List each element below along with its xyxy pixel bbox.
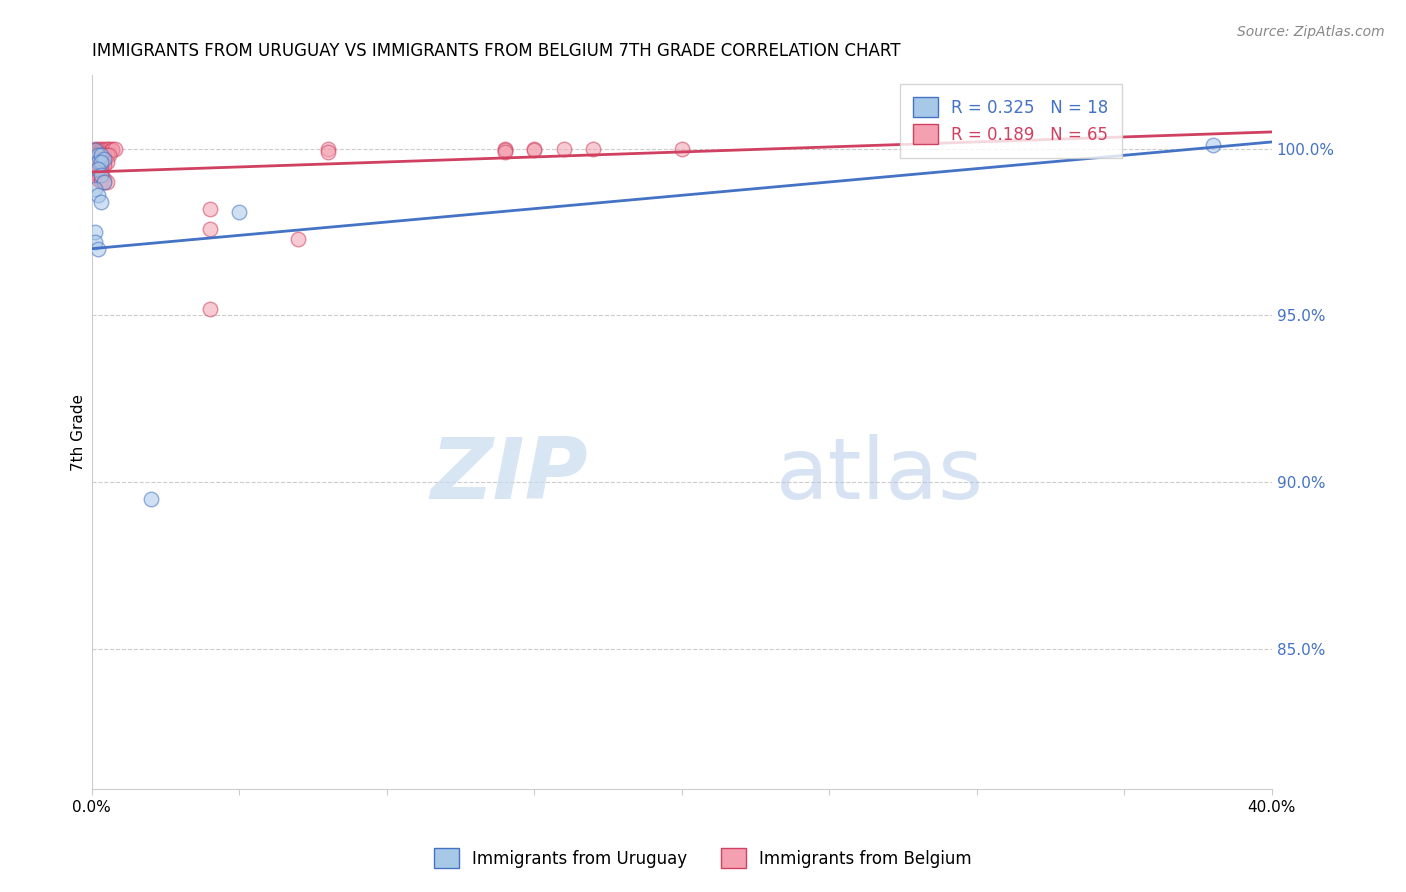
Point (86, 161, 108, 176)
Point (93, 175, 115, 189)
Point (96, 148, 118, 162)
Point (93, 158, 115, 172)
Point (93, 175, 115, 189)
Point (86, 155, 108, 169)
Point (93, 148, 115, 162)
Point (83, 142, 105, 156)
Point (671, 142, 693, 156)
Point (104, 142, 127, 156)
Point (98, 148, 121, 162)
Point (198, 221, 221, 235)
Point (93, 171, 115, 186)
Point (86, 158, 108, 172)
Point (86, 161, 108, 176)
Point (86, 171, 108, 186)
Point (1202, 138, 1225, 153)
Point (90, 152, 112, 166)
Point (86, 148, 108, 162)
Point (86, 165, 108, 179)
Point (198, 301, 221, 316)
Point (101, 142, 124, 156)
Point (90, 155, 112, 169)
Point (83, 235, 105, 249)
Point (90, 148, 112, 162)
Point (101, 143, 124, 157)
Point (86, 152, 108, 166)
Point (83, 158, 105, 172)
Point (90, 169, 112, 183)
Point (90, 161, 112, 176)
Point (316, 142, 339, 156)
Point (93, 143, 115, 157)
Point (83, 155, 105, 169)
Point (93, 152, 115, 166)
Text: IMMIGRANTS FROM URUGUAY VS IMMIGRANTS FROM BELGIUM 7TH GRADE CORRELATION CHART: IMMIGRANTS FROM URUGUAY VS IMMIGRANTS FR… (91, 42, 900, 60)
Point (90, 142, 112, 156)
Point (90, 171, 112, 186)
Point (96, 142, 118, 156)
Point (494, 145, 516, 159)
Point (494, 142, 516, 156)
Point (98, 142, 121, 156)
Point (86, 169, 108, 183)
Y-axis label: 7th Grade: 7th Grade (72, 393, 86, 471)
Point (523, 142, 546, 156)
Point (96, 155, 118, 169)
Point (83, 152, 105, 166)
Point (93, 155, 115, 169)
Point (83, 161, 105, 176)
Text: atlas: atlas (776, 434, 984, 516)
Point (90, 194, 112, 209)
Point (228, 205, 250, 219)
Point (582, 142, 605, 156)
Point (90, 169, 112, 183)
Point (86, 242, 108, 256)
Text: Source: ZipAtlas.com: Source: ZipAtlas.com (1237, 25, 1385, 39)
Point (90, 148, 112, 162)
Point (86, 142, 108, 156)
Point (90, 165, 112, 179)
Point (96, 145, 118, 159)
Point (83, 225, 105, 239)
Point (139, 491, 162, 506)
Point (96, 175, 118, 189)
Legend: R = 0.325   N = 18, R = 0.189   N = 65: R = 0.325 N = 18, R = 0.189 N = 65 (900, 84, 1122, 158)
Point (93, 152, 115, 166)
Point (90, 143, 112, 157)
Point (83, 143, 105, 157)
Point (90, 145, 112, 159)
Point (93, 142, 115, 156)
Point (316, 145, 339, 159)
Point (523, 143, 546, 157)
Point (86, 155, 108, 169)
Point (83, 145, 105, 159)
Point (83, 148, 105, 162)
Legend: Immigrants from Uruguay, Immigrants from Belgium: Immigrants from Uruguay, Immigrants from… (426, 839, 980, 877)
Point (287, 232, 309, 246)
Point (86, 145, 108, 159)
Text: ZIP: ZIP (430, 434, 588, 516)
Point (86, 143, 108, 157)
Point (90, 175, 112, 189)
Point (83, 143, 105, 157)
Point (553, 142, 575, 156)
Point (494, 143, 516, 157)
Point (86, 148, 108, 162)
Point (83, 181, 105, 195)
Point (98, 145, 121, 159)
Point (198, 202, 221, 216)
Point (83, 165, 105, 179)
Point (90, 158, 112, 172)
Point (86, 188, 108, 202)
Point (90, 155, 112, 169)
